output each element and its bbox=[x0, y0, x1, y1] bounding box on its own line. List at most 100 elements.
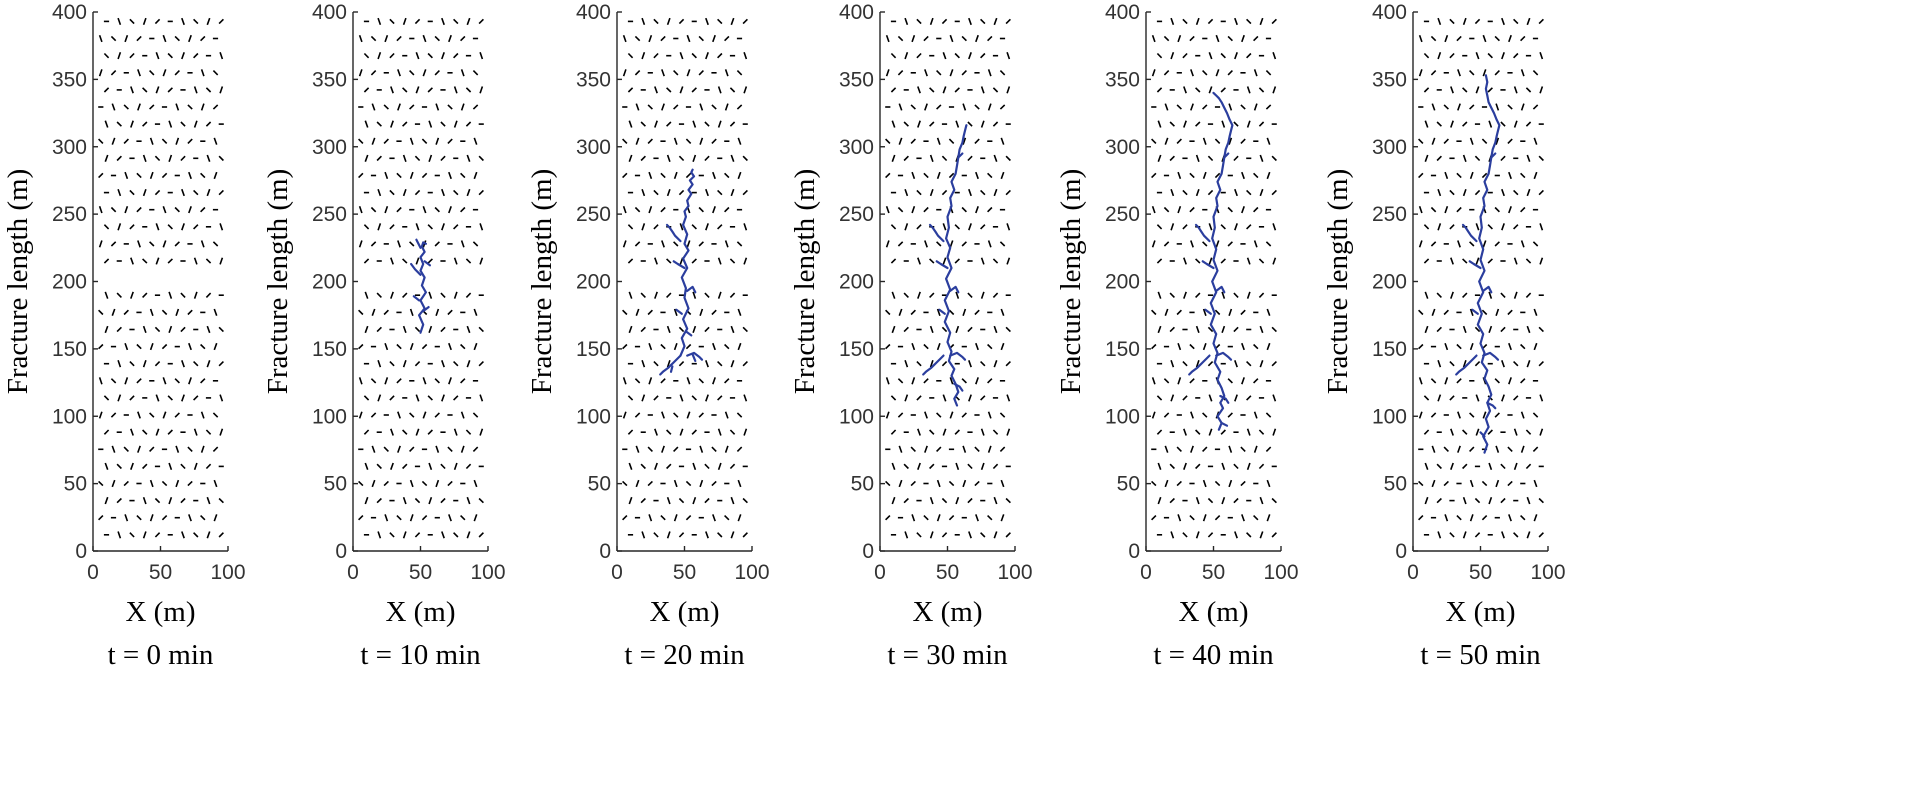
natural-fracture-segment bbox=[987, 378, 993, 384]
natural-fracture-segment bbox=[129, 361, 135, 367]
hydraulic-fracture-branch-9 bbox=[1220, 421, 1229, 427]
natural-fracture-segment bbox=[479, 52, 484, 60]
natural-fracture-segment bbox=[167, 224, 173, 230]
natural-fracture-segment bbox=[641, 52, 646, 60]
natural-fracture-segment bbox=[635, 103, 640, 111]
natural-fracture-segment bbox=[717, 120, 722, 128]
natural-fracture-segment bbox=[891, 496, 896, 505]
natural-fracture-segment bbox=[628, 120, 633, 128]
natural-fracture-segment bbox=[1532, 446, 1539, 452]
natural-fracture-segment bbox=[1207, 532, 1214, 538]
natural-fracture-segment bbox=[743, 52, 748, 60]
natural-fractures bbox=[1151, 17, 1277, 539]
natural-fracture-segment bbox=[1532, 412, 1539, 418]
natural-fracture-segment bbox=[402, 121, 408, 127]
natural-fracture-segment bbox=[428, 462, 433, 470]
natural-fracture-segment bbox=[435, 103, 440, 111]
natural-fracture-segment bbox=[648, 206, 653, 214]
natural-fracture-segment bbox=[634, 35, 641, 42]
natural-fracture-segment bbox=[149, 514, 154, 522]
natural-fracture-segment bbox=[427, 224, 433, 230]
natural-fracture-segment bbox=[1424, 120, 1429, 128]
natural-fracture-segment bbox=[415, 257, 420, 265]
y-tick-label: 50 bbox=[64, 473, 87, 496]
natural-fracture-segment bbox=[1195, 429, 1201, 435]
natural-fracture-segment bbox=[897, 206, 904, 213]
natural-fracture-segment bbox=[453, 462, 458, 470]
natural-fracture-segment bbox=[479, 86, 484, 94]
natural-fracture-segment bbox=[941, 326, 948, 333]
y-tick-label: 400 bbox=[1105, 1, 1140, 24]
natural-fracture-segment bbox=[916, 361, 922, 367]
natural-fracture-segment bbox=[904, 360, 909, 368]
natural-fracture-segment bbox=[911, 377, 916, 385]
natural-fracture-segment bbox=[218, 532, 224, 538]
natural-fracture-segment bbox=[1501, 17, 1505, 26]
natural-fracture-segment bbox=[1228, 103, 1233, 111]
natural-fracture-segment bbox=[389, 52, 395, 59]
natural-fracture-segment bbox=[390, 120, 394, 128]
natural-fracture-segment bbox=[622, 138, 628, 144]
natural-fracture-segment bbox=[1431, 479, 1436, 488]
natural-fracture-segment bbox=[1431, 308, 1436, 316]
natural-fracture-segment bbox=[1457, 103, 1461, 111]
natural-fracture-segment bbox=[1253, 445, 1258, 453]
natural-fracture-segment bbox=[698, 206, 704, 213]
natural-fracture-segment bbox=[1156, 395, 1163, 401]
natural-fracture-segment bbox=[1221, 325, 1226, 334]
natural-fracture-segment bbox=[1176, 104, 1182, 110]
natural-fracture-segment bbox=[188, 514, 192, 522]
natural-fracture-segment bbox=[142, 188, 147, 197]
natural-fracture-segment bbox=[1444, 377, 1449, 385]
natural-fracture-segment bbox=[993, 496, 998, 505]
natural-fracture-segment bbox=[161, 480, 168, 487]
natural-fracture-segment bbox=[924, 411, 928, 419]
natural-fracture-segment bbox=[654, 86, 658, 94]
natural-fracture-segment bbox=[205, 87, 212, 93]
natural-fracture-segment bbox=[691, 258, 697, 264]
hydraulic-fracture-branch-1 bbox=[659, 354, 682, 376]
natural-fracture-segment bbox=[1006, 428, 1011, 436]
natural-fracture-segment bbox=[666, 121, 672, 127]
natural-fracture-segment bbox=[181, 394, 185, 402]
natural-fracture-segment bbox=[1450, 120, 1454, 128]
natural-fracture-segment bbox=[448, 171, 452, 180]
natural-fracture-segment bbox=[460, 35, 466, 42]
natural-fracture-segment bbox=[409, 171, 414, 180]
natural-fracture-segment bbox=[1424, 325, 1429, 334]
natural-fracture-segment bbox=[1462, 154, 1467, 162]
natural-fracture-segment bbox=[98, 69, 103, 77]
natural-fracture-segment bbox=[1006, 223, 1011, 231]
natural-fracture-segment bbox=[206, 325, 211, 334]
natural-fracture-segment bbox=[961, 206, 967, 213]
natural-fracture-segment bbox=[1436, 326, 1442, 333]
natural-fracture-segment bbox=[641, 188, 646, 197]
natural-fracture-segment bbox=[402, 360, 407, 368]
natural-fracture-segment bbox=[440, 121, 446, 127]
natural-fracture-segment bbox=[653, 532, 659, 538]
natural-fracture-segment bbox=[673, 342, 678, 351]
natural-fracture-segment bbox=[1474, 532, 1481, 538]
natural-fracture-segment bbox=[124, 34, 129, 43]
natural-fracture-segment bbox=[975, 206, 979, 214]
natural-fracture-segment bbox=[1507, 480, 1513, 487]
natural-fracture-segment bbox=[948, 309, 955, 316]
natural-fracture-segment bbox=[180, 121, 186, 127]
natural-fracture-segment bbox=[1508, 206, 1512, 214]
natural-fracture-segment bbox=[635, 479, 640, 488]
natural-fracture-segment bbox=[104, 496, 109, 505]
natural-fracture-segment bbox=[1176, 480, 1182, 487]
x-tick-label: 100 bbox=[470, 561, 505, 584]
natural-fracture-segment bbox=[999, 412, 1006, 418]
natural-fracture-segment bbox=[910, 480, 916, 487]
natural-fracture-segment bbox=[472, 412, 479, 418]
natural-fracture-segment bbox=[1005, 361, 1011, 367]
natural-fracture-segment bbox=[941, 497, 948, 504]
natural-fracture-segment bbox=[736, 446, 743, 452]
natural-fracture-segment bbox=[460, 206, 466, 213]
natural-fracture-segment bbox=[1246, 86, 1251, 94]
natural-fracture-segment bbox=[175, 137, 180, 145]
natural-fracture-segment bbox=[1253, 411, 1258, 419]
natural-fracture-segment bbox=[936, 70, 942, 76]
natural-fracture-segment bbox=[1474, 189, 1481, 196]
